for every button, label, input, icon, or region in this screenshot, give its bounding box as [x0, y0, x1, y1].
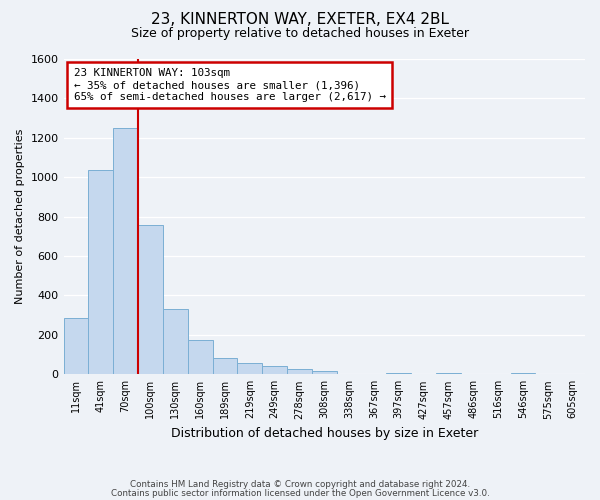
Text: Size of property relative to detached houses in Exeter: Size of property relative to detached ho… [131, 28, 469, 40]
Bar [312, 372, 337, 374]
X-axis label: Distribution of detached houses by size in Exeter: Distribution of detached houses by size … [170, 427, 478, 440]
Text: 23, KINNERTON WAY, EXETER, EX4 2BL: 23, KINNERTON WAY, EXETER, EX4 2BL [151, 12, 449, 28]
Bar [212, 358, 238, 374]
Y-axis label: Number of detached properties: Number of detached properties [15, 129, 25, 304]
Bar [188, 340, 212, 374]
Text: 23 KINNERTON WAY: 103sqm
← 35% of detached houses are smaller (1,396)
65% of sem: 23 KINNERTON WAY: 103sqm ← 35% of detach… [74, 68, 386, 102]
Bar [88, 170, 113, 374]
Text: Contains public sector information licensed under the Open Government Licence v3: Contains public sector information licen… [110, 488, 490, 498]
Bar [138, 224, 163, 374]
Bar [163, 310, 188, 374]
Bar [113, 128, 138, 374]
Text: Contains HM Land Registry data © Crown copyright and database right 2024.: Contains HM Land Registry data © Crown c… [130, 480, 470, 489]
Bar [64, 318, 88, 374]
Bar [287, 370, 312, 374]
Bar [238, 364, 262, 374]
Bar [262, 366, 287, 374]
